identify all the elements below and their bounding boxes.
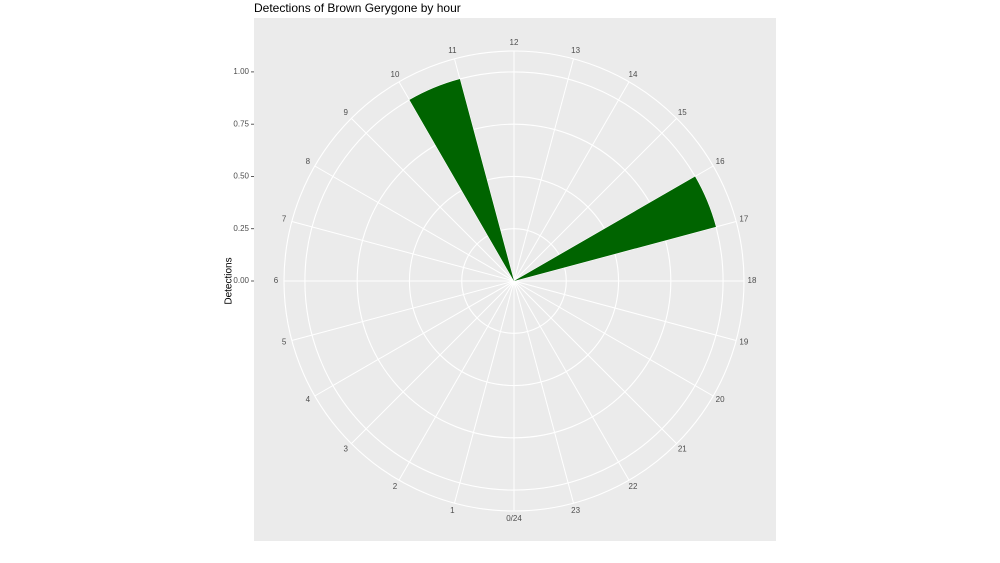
grid-line [314, 165, 515, 282]
grid-line [513, 280, 575, 504]
x-tick-label: 4 [306, 395, 311, 404]
grid-line [513, 220, 737, 282]
x-tick-label: 1 [450, 506, 455, 515]
grid-line [513, 280, 630, 481]
y-tick-label: 1.00 [233, 67, 249, 76]
x-tick-label: 20 [716, 395, 725, 404]
grid-line [513, 280, 737, 342]
x-tick-label: 2 [393, 482, 398, 491]
grid-line [513, 280, 714, 397]
bar [514, 176, 716, 281]
x-tick-label: 23 [571, 506, 580, 515]
chart-title: Detections of Brown Gerygone by hour [254, 1, 461, 15]
x-tick-label: 10 [391, 70, 400, 79]
y-tick-label: 0.50 [233, 172, 249, 181]
grid-line [314, 280, 515, 397]
x-tick-label: 11 [448, 46, 457, 55]
grid-line [513, 81, 630, 282]
x-tick-label: 13 [571, 46, 580, 55]
x-tick-label: 7 [282, 215, 287, 224]
grid-line [398, 280, 515, 481]
x-tick-label: 9 [343, 108, 348, 117]
x-tick-label: 5 [282, 338, 287, 347]
y-tick-label: 0.75 [233, 119, 249, 128]
x-tick-label: 19 [739, 338, 748, 347]
x-tick-label: 3 [343, 444, 348, 453]
grid-line [513, 58, 575, 282]
grid-line [291, 280, 515, 342]
y-axis-label: Detections [224, 257, 235, 304]
x-tick-label: 22 [629, 482, 638, 491]
x-tick-label: 8 [306, 157, 311, 166]
x-tick-label: 0/24 [506, 514, 522, 523]
grid-line [513, 118, 677, 282]
x-tick-label: 15 [678, 108, 687, 117]
x-tick-label: 16 [716, 157, 725, 166]
grid-line [513, 280, 677, 444]
y-tick-label: 0.25 [233, 224, 249, 233]
x-tick-label: 21 [678, 444, 687, 453]
grid-line [351, 280, 515, 444]
grid-line [291, 220, 515, 282]
x-tick-label: 18 [748, 276, 757, 285]
x-tick-label: 17 [739, 215, 748, 224]
y-tick-label: 0.00 [233, 276, 249, 285]
x-tick-label: 6 [274, 276, 279, 285]
grid-line [453, 280, 515, 504]
x-tick-label: 12 [510, 38, 519, 47]
grid-line [351, 118, 515, 282]
bar [409, 79, 514, 281]
x-tick-label: 14 [629, 70, 638, 79]
